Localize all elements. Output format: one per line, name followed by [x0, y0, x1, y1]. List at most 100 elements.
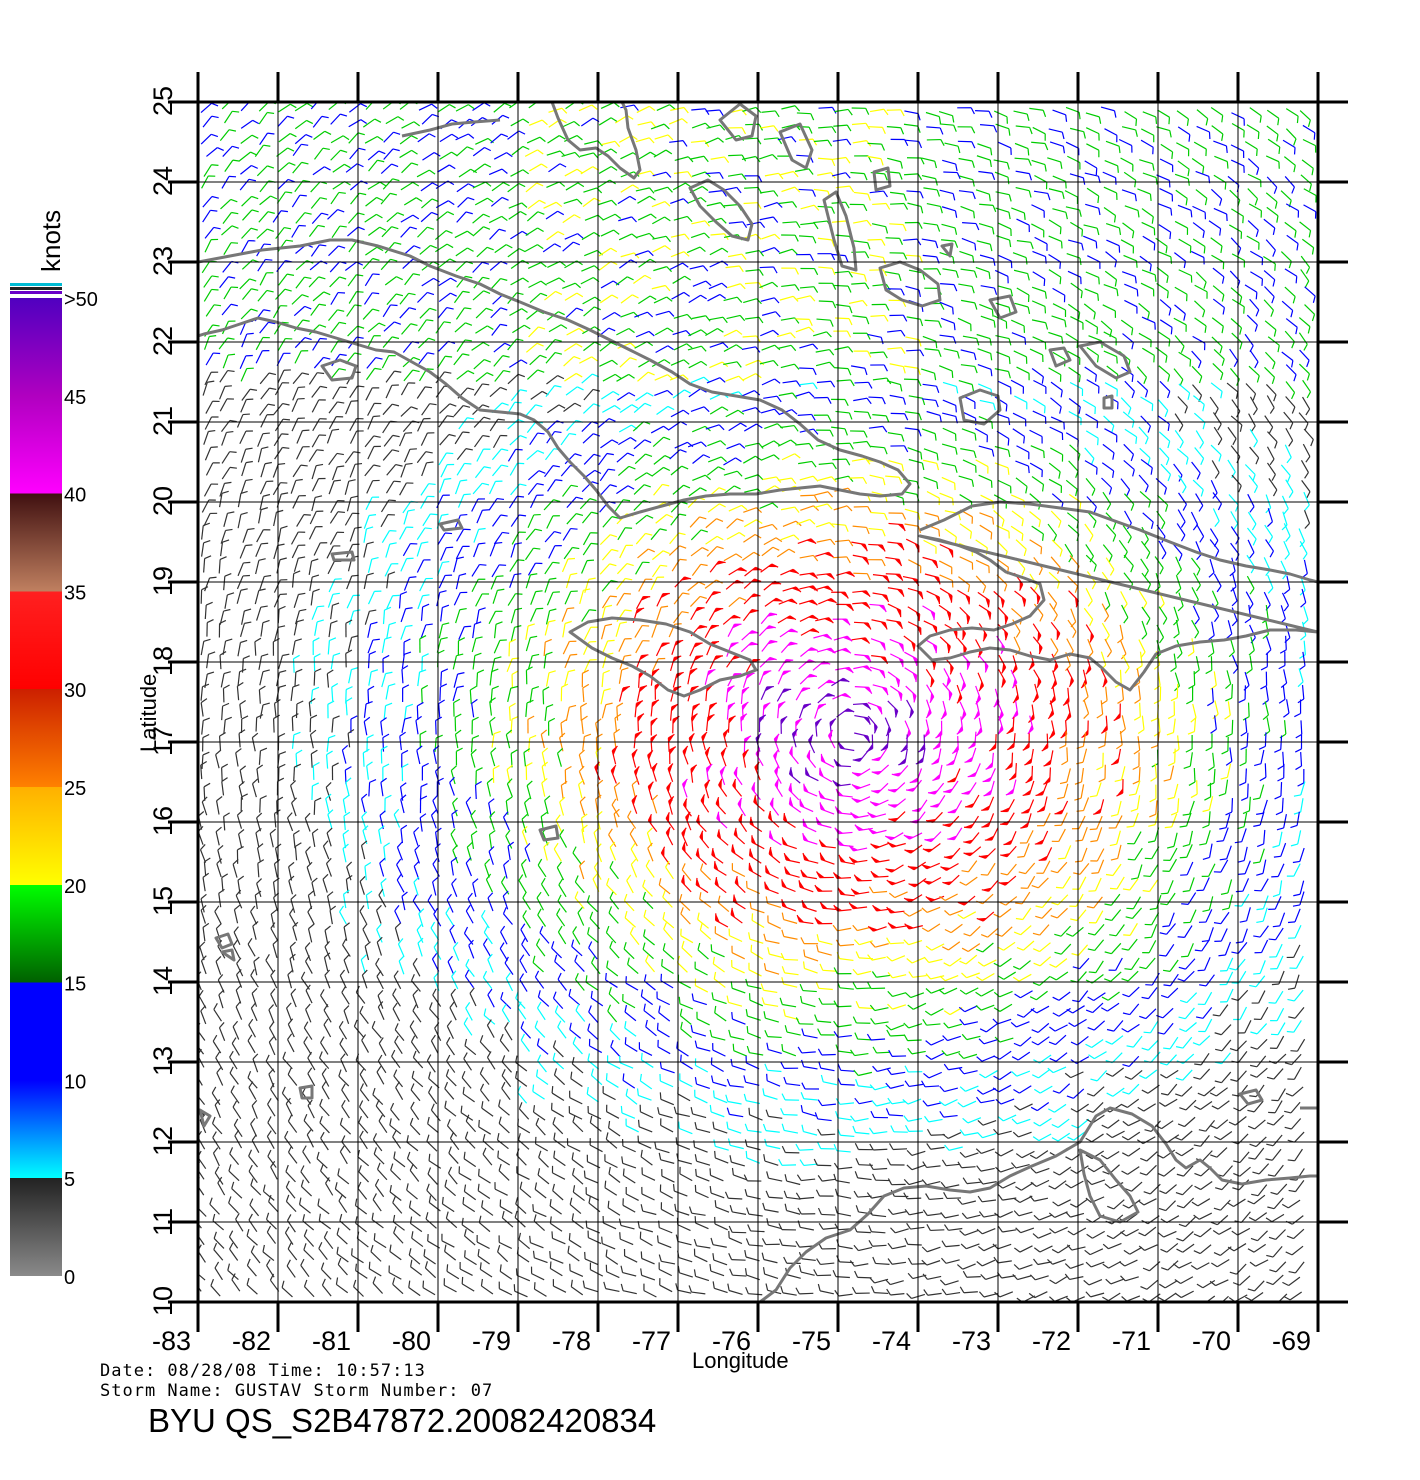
wind-barb	[799, 614, 819, 623]
wind-barb	[653, 455, 672, 465]
wind-barb	[1280, 251, 1292, 269]
wind-barb	[571, 1213, 584, 1230]
wind-barb	[399, 432, 413, 447]
wind-barb	[831, 398, 849, 406]
wind-barb	[1267, 1197, 1284, 1210]
wind-barb	[872, 1046, 891, 1054]
wind-barb	[657, 1039, 671, 1055]
wind-barb	[564, 653, 578, 669]
wind-barb	[689, 642, 703, 657]
wind-barb	[257, 859, 265, 878]
wind-barb	[675, 1137, 691, 1151]
wind-barb	[367, 638, 380, 654]
wind-barb	[327, 637, 337, 655]
wind-barb	[1124, 1069, 1143, 1080]
wind-barb	[453, 290, 470, 304]
wind-barb	[1254, 749, 1265, 767]
wind-barb	[1154, 671, 1161, 691]
wind-barb	[1083, 235, 1098, 249]
wind-barb	[673, 313, 693, 320]
wind-barb	[456, 462, 472, 476]
wind-barb	[725, 375, 745, 382]
wind-barb	[781, 977, 798, 988]
wind-barb	[851, 796, 871, 803]
wind-barb	[510, 118, 530, 127]
wind-barb	[259, 574, 272, 591]
wind-barb	[687, 581, 706, 592]
wind-barb	[212, 1131, 221, 1150]
wind-barb	[1032, 636, 1043, 655]
wind-barb	[416, 701, 424, 720]
wind-barb	[1031, 141, 1049, 151]
wind-barb	[689, 516, 707, 528]
wind-barb	[427, 1167, 438, 1185]
wind-barb	[630, 858, 638, 878]
wind-barb	[939, 574, 954, 588]
wind-barb	[1017, 843, 1030, 858]
wind-barb	[743, 423, 763, 432]
wind-barb	[1178, 383, 1191, 400]
wind-barb	[580, 276, 600, 285]
lon-tick-label: -76	[712, 1326, 751, 1356]
wind-barb	[455, 747, 463, 766]
wind-barb	[798, 703, 812, 719]
wind-barb	[331, 715, 340, 733]
wind-barb	[778, 1223, 796, 1231]
wind-barb	[1031, 1036, 1050, 1046]
wind-barb	[869, 1084, 889, 1091]
wind-barb	[1029, 511, 1042, 528]
wind-barb	[221, 303, 238, 316]
wind-barb	[1141, 620, 1148, 640]
wind-barb	[1066, 668, 1074, 688]
wind-barb	[1050, 907, 1068, 919]
wind-barb	[705, 591, 721, 604]
wind-barb	[1249, 975, 1266, 988]
wind-barb	[553, 1150, 566, 1167]
wind-barb	[814, 491, 834, 498]
wind-barb	[959, 175, 975, 187]
wind-barb	[851, 107, 870, 115]
wind-barb	[1170, 683, 1179, 702]
wind-barb	[310, 686, 320, 704]
wind-barb	[1176, 1243, 1195, 1253]
wind-barb	[609, 1023, 621, 1041]
wind-barb	[795, 1240, 814, 1248]
wind-barb	[377, 1001, 385, 1020]
wind-barb	[221, 763, 229, 782]
wind-barb	[675, 1283, 692, 1294]
wind-barb	[738, 813, 748, 833]
wind-barb	[455, 133, 475, 141]
wind-barb	[1048, 478, 1063, 493]
wind-barb	[368, 669, 379, 686]
wind-barb	[1015, 907, 1032, 921]
wind-barb	[799, 798, 814, 813]
wind-barb	[606, 1055, 621, 1070]
wind-barb	[726, 283, 746, 290]
wind-barb	[765, 865, 779, 879]
wind-barb	[329, 276, 347, 288]
wind-barb	[625, 976, 639, 991]
wind-barb	[1205, 733, 1213, 752]
wind-barb	[1138, 1244, 1158, 1251]
wind-barb	[464, 1250, 477, 1266]
wind-barb	[888, 522, 906, 532]
wind-barb	[439, 133, 459, 143]
wind-barb	[582, 403, 601, 414]
wind-barb	[957, 911, 977, 920]
wind-barb	[446, 1054, 456, 1073]
wind-barb	[1194, 317, 1207, 333]
wind-barb	[1066, 1005, 1085, 1014]
wind-barb	[1090, 848, 1105, 862]
wind-barb	[1090, 827, 1103, 843]
wind-barb	[1145, 972, 1160, 986]
wind-barb	[580, 166, 600, 175]
wind-barb	[259, 702, 270, 719]
wind-barb	[999, 896, 1018, 906]
wind-barb	[940, 1257, 960, 1264]
wind-barb	[1050, 638, 1059, 657]
wind-barb	[777, 344, 797, 352]
wind-barb	[276, 352, 291, 367]
wind-barb	[759, 502, 779, 509]
wind-barb	[528, 280, 547, 289]
wind-barb	[1160, 463, 1172, 482]
